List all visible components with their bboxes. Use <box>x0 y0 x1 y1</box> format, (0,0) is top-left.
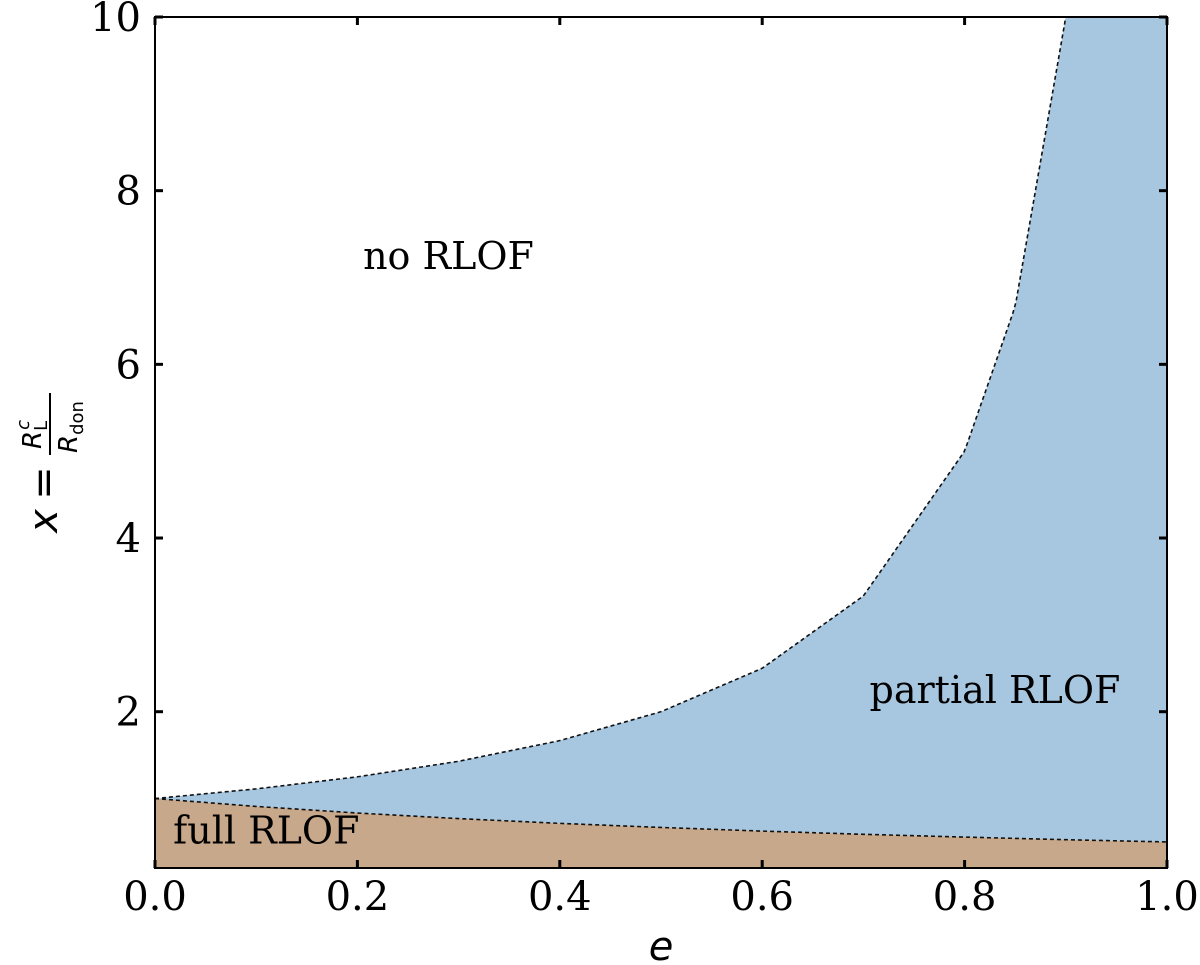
y-label-fraction: RLc Rdon <box>13 393 88 455</box>
y-label-eq: = <box>21 466 67 500</box>
y-label-lhs: x <box>21 509 67 535</box>
y-tick-label: 4 <box>116 516 141 562</box>
x-tick-label: 0.8 <box>933 874 997 920</box>
x-tick-label: 0.2 <box>326 874 390 920</box>
y-label-denominator: Rdon <box>54 401 88 453</box>
y-tick-label: 2 <box>116 690 141 736</box>
region-label: partial RLOF <box>870 668 1121 712</box>
y-tick-label: 6 <box>116 342 141 388</box>
x-tick-label: 0.6 <box>730 874 794 920</box>
y-tick-label: 10 <box>90 0 141 41</box>
x-tick-label: 0.4 <box>528 874 592 920</box>
region-label: no RLOF <box>363 234 534 278</box>
x-tick-label: 1.0 <box>1135 874 1199 920</box>
axis-ticks <box>153 15 1169 868</box>
plot-frame <box>154 16 1168 869</box>
region-annotations: no RLOF partial RLOF full RLOF <box>173 234 1120 853</box>
partial-rlof-region <box>155 17 1167 842</box>
y-tick-label: 8 <box>116 169 141 215</box>
axis-tick-labels: 0.0 0.2 0.4 0.6 0.8 1.0 2 4 6 8 10 <box>90 0 1199 920</box>
x-tick-label: 0.0 <box>123 874 187 920</box>
region-label: full RLOF <box>173 809 359 853</box>
x-axis-label: e <box>649 924 674 965</box>
y-axis-label: x = RLc Rdon <box>13 393 88 535</box>
plot-area <box>155 17 1167 868</box>
upper-boundary-curve <box>155 17 1067 800</box>
lower-boundary-curve <box>155 797 1167 843</box>
y-label-numerator: RLc <box>13 420 52 449</box>
